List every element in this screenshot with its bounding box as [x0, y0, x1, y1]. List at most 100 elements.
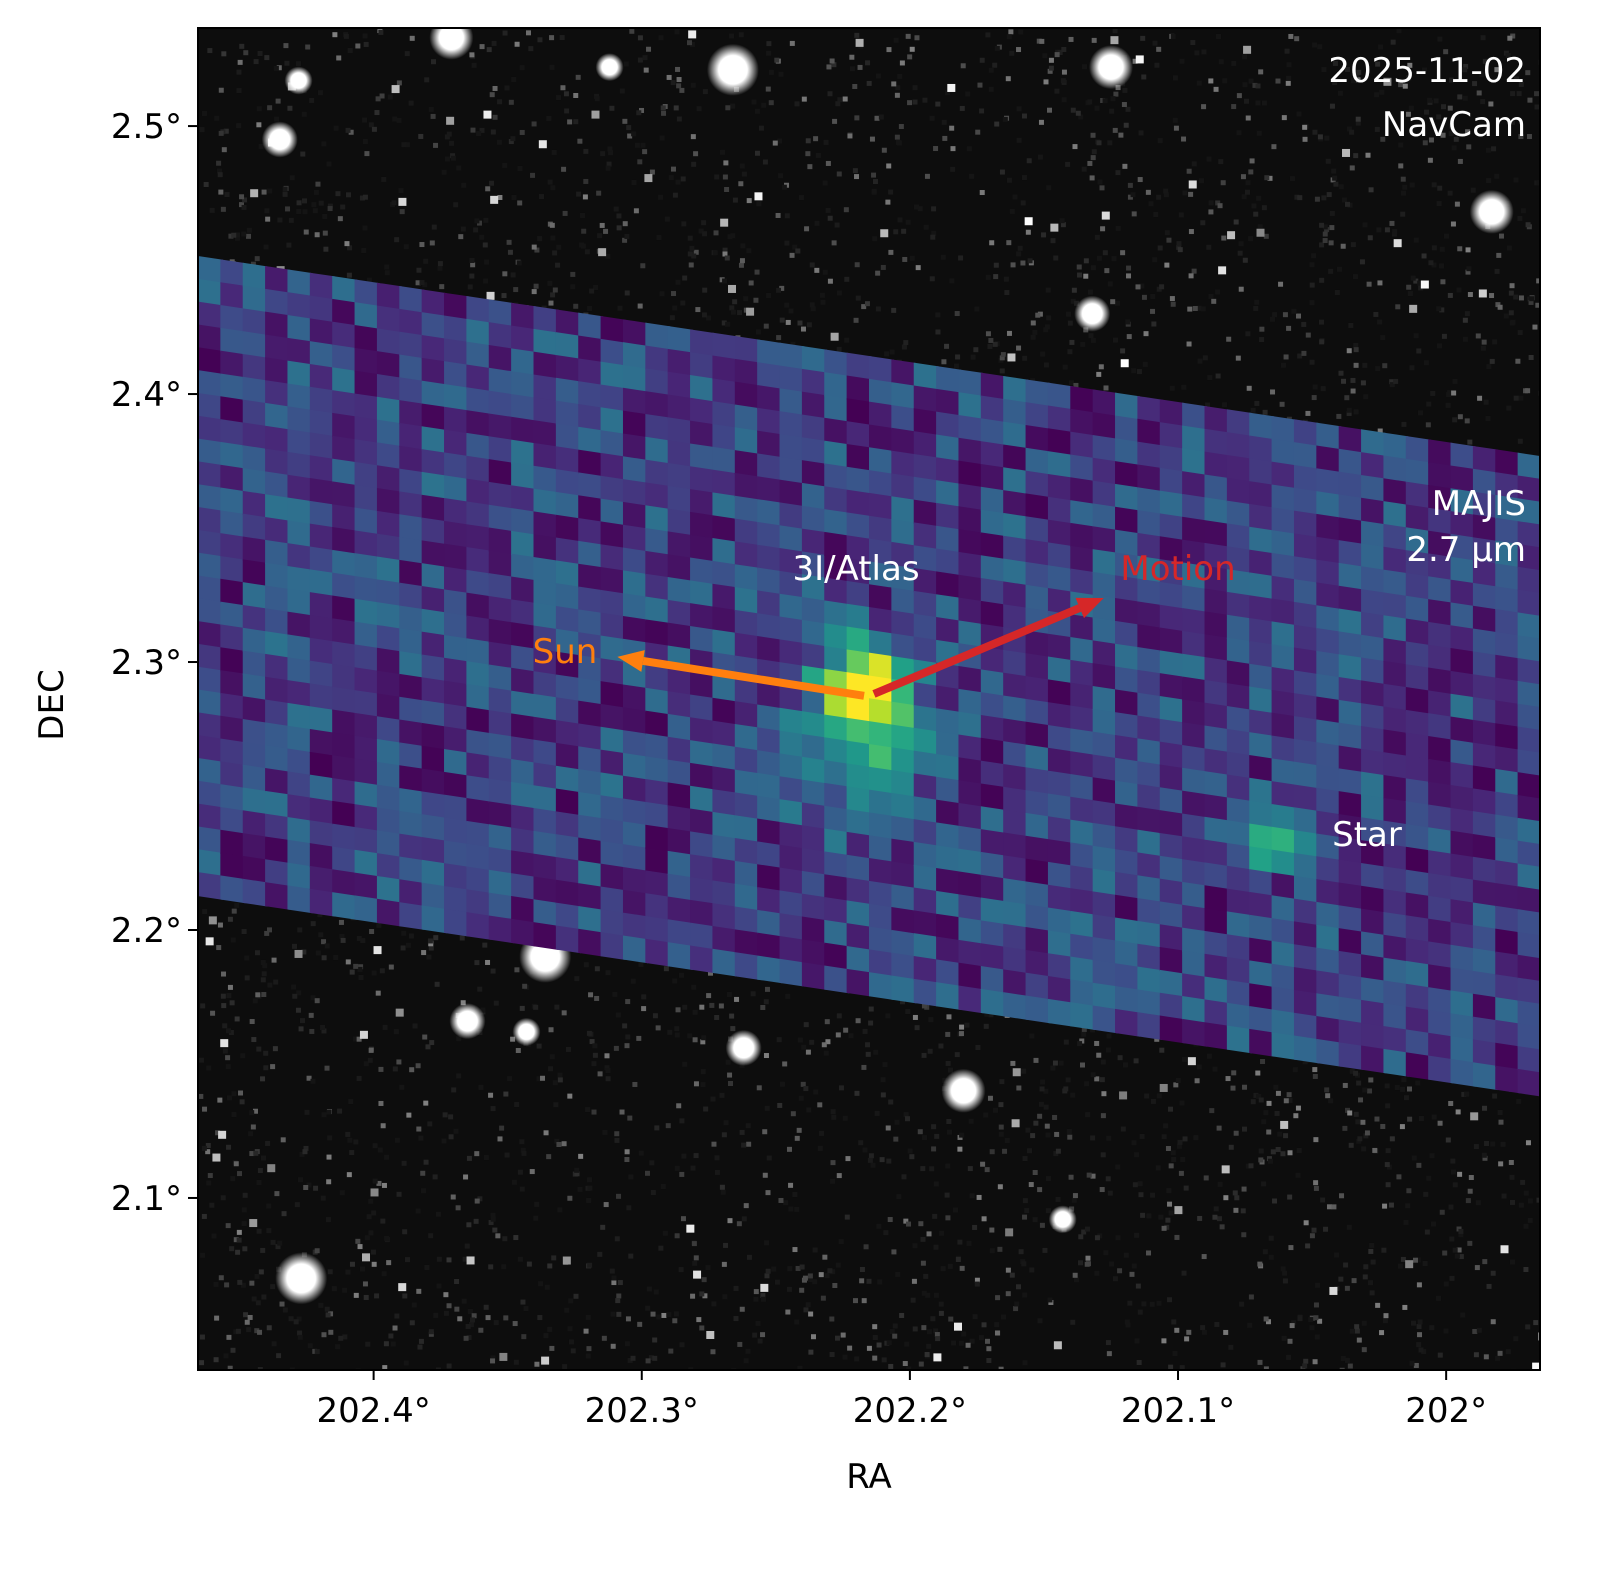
noise-pixel: [513, 1359, 519, 1365]
noise-pixel: [702, 89, 708, 95]
noise-pixel: [267, 105, 273, 111]
noise-pixel: [1430, 390, 1436, 396]
noise-pixel: [1283, 354, 1289, 360]
noise-pixel: [574, 1167, 580, 1173]
noise-pixel: [554, 1004, 560, 1010]
noise-pixel: [383, 1341, 389, 1347]
noise-pixel: [213, 1281, 219, 1287]
noise-pixel: [636, 110, 642, 116]
noise-pixel: [1225, 1076, 1231, 1082]
noise-pixel: [871, 188, 877, 194]
noise-pixel: [672, 305, 678, 311]
noise-pixel: [1202, 355, 1208, 361]
noise-pixel: [909, 46, 915, 52]
noise-pixel: [1042, 1247, 1048, 1253]
noise-pixel: [225, 1055, 231, 1061]
noise-pixel: [519, 1139, 525, 1145]
noise-pixel: [1437, 185, 1443, 191]
noise-pixel: [1267, 1158, 1273, 1164]
noise-pixel: [1407, 62, 1413, 68]
noise-pixel: [1518, 1202, 1524, 1208]
noise-pixel: [1123, 122, 1129, 128]
noise-pixel: [1069, 339, 1075, 345]
noise-pixel: [1100, 1152, 1106, 1158]
noise-pixel: [624, 233, 630, 239]
noise-pixel: [1314, 196, 1320, 202]
noise-pixel: [401, 142, 407, 148]
noise-pixel: [1353, 347, 1359, 353]
noise-pixel: [964, 1022, 970, 1028]
noise-pixel: [1223, 1195, 1229, 1201]
noise-pixel: [1376, 227, 1382, 233]
noise-pixel: [1525, 70, 1531, 76]
noise-pixel: [386, 1260, 392, 1266]
noise-pixel: [379, 93, 385, 99]
noise-pixel: [1000, 352, 1006, 358]
noise-pixel: [1248, 1163, 1254, 1169]
noise-pixel: [807, 1277, 813, 1283]
noise-pixel: [1111, 256, 1117, 262]
noise-pixel: [1135, 1283, 1141, 1289]
noise-pixel: [1346, 1224, 1352, 1230]
noise-pixel: [380, 1123, 386, 1129]
noise-pixel: [907, 54, 913, 60]
noise-pixel: [288, 217, 294, 223]
noise-pixel: [1309, 1325, 1315, 1331]
noise-pixel: [321, 141, 327, 147]
noise-pixel: [1231, 60, 1237, 66]
noise-pixel: [428, 106, 434, 112]
noise-pixel: [1205, 402, 1211, 408]
noise-pixel: [345, 127, 351, 133]
noise-pixel: [1258, 69, 1264, 75]
noise-pixel: [470, 262, 476, 268]
noise-pixel: [318, 1302, 324, 1308]
noise-pixel: [814, 220, 820, 226]
noise-pixel: [1498, 1161, 1504, 1167]
noise-pixel: [450, 155, 456, 161]
noise-pixel: [1317, 1318, 1323, 1324]
noise-pixel: [265, 216, 271, 222]
noise-pixel: [246, 227, 252, 233]
noise-pixel: [202, 1106, 208, 1112]
noise-pixel: [478, 1084, 484, 1090]
noise-pixel: [796, 1127, 802, 1133]
noise-pixel: [523, 1306, 529, 1312]
noise-pixel: [748, 280, 754, 286]
noise-pixel: [907, 1148, 913, 1154]
noise-pixel: [522, 983, 528, 989]
noise-pixel: [477, 986, 483, 992]
noise-pixel: [974, 1277, 980, 1283]
noise-pixel: [1237, 250, 1243, 256]
noise-pixel: [989, 240, 995, 246]
noise-pixel: [933, 1292, 939, 1298]
noise-pixel: [346, 1172, 352, 1178]
noise-pixel: [1248, 78, 1254, 84]
noise-pixel: [810, 306, 816, 312]
noise-pixel: [693, 1255, 699, 1261]
noise-pixel: [230, 1176, 236, 1182]
noise-pixel: [975, 129, 981, 135]
noise-pixel: [359, 1266, 365, 1272]
noise-pixel: [774, 57, 780, 63]
noise-pixel: [984, 1011, 990, 1017]
noise-pixel: [854, 174, 860, 180]
noise-pixel: [1277, 1131, 1283, 1137]
noise-pixel: [1440, 132, 1446, 138]
noise-pixel: [732, 299, 738, 305]
noise-pixel: [1437, 1120, 1443, 1126]
noise-pixel: [353, 1292, 359, 1298]
noise-pixel: [836, 1173, 842, 1179]
noise-pixel: [455, 1205, 461, 1211]
noise-pixel: [797, 320, 803, 326]
noise-pixel: [1456, 1247, 1462, 1253]
noise-pixel: [827, 278, 833, 284]
noise-pixel: [1297, 195, 1303, 201]
noise-pixel: [1490, 1270, 1496, 1276]
noise-pixel: [536, 1043, 542, 1049]
noise-pixel: [474, 960, 480, 966]
noise-pixel: [1081, 1229, 1087, 1235]
noise-pixel: [1303, 1220, 1309, 1226]
noise-pixel: [835, 1032, 841, 1038]
noise-pixel: [463, 1174, 469, 1180]
